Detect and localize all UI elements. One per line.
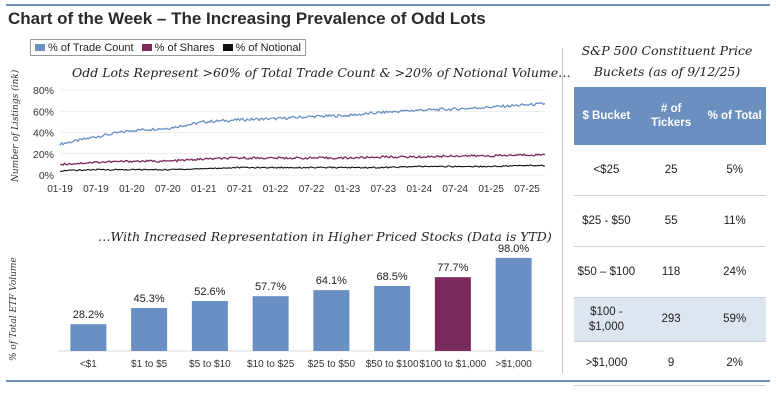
line-x-tick-5: 07-21 [227,184,253,195]
bar-value-label-1: 45.3% [134,293,165,305]
line-x-tick-0: 01-19 [47,184,73,195]
line-series-2 [60,164,545,172]
line-series-1 [60,153,546,166]
bar-value-label-4: 64.1% [316,275,347,287]
line-x-tick-7: 07-22 [299,184,325,195]
line-x-tick-2: 01-20 [119,184,145,195]
cell-tickers: 55 [638,195,704,247]
bar-value-label-3: 57.7% [255,281,286,293]
bar-0 [70,324,107,351]
bar-6 [434,277,471,351]
cell-tickers: 9 [638,341,704,386]
cell-bucket: >$1,000 [574,341,639,386]
table-row: $25 - $50 55 11% [574,195,766,247]
cell-pct: 5% [703,145,766,196]
top-rule [6,4,770,6]
line-x-tick-8: 01-23 [335,184,361,195]
bottom-rule [6,380,770,382]
header-bucket: $ Bucket [574,87,639,145]
line-x-tick-4: 01-21 [191,184,217,195]
table-row: $100 - $1,000 293 59% [574,297,766,342]
bar-4 [313,290,350,351]
bar-value-label-7: 98.0% [498,244,529,255]
bar-value-label-6: 77.7% [437,262,468,274]
chart-legend: % of Trade Count % of Shares % of Notion… [30,39,306,56]
bar-category-label-6: $100 to $1,000 [420,359,487,370]
bar-category-label-5: $50 to $100 [366,359,419,370]
line-x-tick-13: 07-25 [514,184,540,195]
table-header-row: $ Bucket # of Tickers % of Total [574,87,766,145]
section-divider [562,48,563,373]
table-body: <$25 25 5% $25 - $50 55 11% $50 – $100 118 24% $1… [574,145,766,386]
bar-category-label-7: >$1,000 [495,359,532,370]
cell-pct: 2% [703,341,766,386]
bar-category-label-2: $5 to $10 [189,359,231,370]
legend-label-notional: % of Notional [235,41,301,54]
table-row: $50 – $100 118 24% [574,246,766,298]
table-row: >$1,000 9 2% [574,341,766,386]
line-x-tick-10: 01-24 [406,184,432,195]
bar-3 [252,296,289,351]
table-row: <$25 25 5% [574,145,766,196]
line-chart: 0% 20% 40% 60% 80% 01-19 07-19 01-20 07-20 01-21 0… [33,85,546,195]
bar-category-label-1: $1 to $5 [131,359,168,370]
page-title: Chart of the Week – The Increasing Preva… [8,9,486,28]
bar-value-label-5: 68.5% [377,271,408,283]
legend-item-trade-count: % of Trade Count [35,42,134,54]
cell-tickers: 293 [638,297,704,342]
table-title: S&P 500 Constituent Price Buckets (as of… [581,43,753,79]
header-tickers: # of Tickers [638,87,704,145]
line-x-tick-12: 01-25 [478,184,504,195]
bar-7 [495,257,532,351]
bar-chart: 28.2% <$1 45.3% $1 to $5 52.6% $5 to $10 57.7%… [58,244,544,370]
legend-label-shares: % of Shares [154,41,215,54]
cell-bucket: $50 – $100 [574,246,639,298]
cell-pct: 24% [703,246,766,298]
line-x-tick-6: 01-22 [263,184,289,195]
bar-category-label-0: <$1 [80,359,97,370]
legend-item-shares: % of Shares [141,41,215,54]
bar-chart-subtitle: …With Increased Representation in Higher… [98,229,552,244]
cell-pct: 11% [703,195,766,247]
bar-5 [374,285,411,351]
header-pct: % of Total [703,87,766,145]
cell-bucket: $25 - $50 [574,195,639,247]
legend-label-trade-count: % of Trade Count [48,41,134,54]
bar-value-label-2: 52.6% [194,286,225,298]
legend-swatch-shares [141,44,152,51]
line-x-tick-3: 07-20 [155,184,181,195]
line-y-tick-4: 80% [33,85,54,97]
line-y-tick-0: 0% [39,170,54,182]
line-y-tick-1: 20% [33,149,54,161]
price-bucket-table: $ Bucket # of Tickers % of Total <$25 25 5… [574,87,766,386]
bar-1 [131,307,168,351]
line-x-tick-1: 07-19 [83,184,109,195]
line-series-0 [59,102,546,146]
line-chart-subtitle: Odd Lots Represent >60% of Total Trade C… [72,65,571,80]
cell-pct: 59% [703,297,766,342]
legend-item-notional: % of Notional [222,41,301,54]
line-y-tick-2: 40% [33,128,54,140]
line-x-tick-9: 07-23 [371,184,397,195]
cell-tickers: 118 [638,246,704,298]
bar-category-label-3: $10 to $25 [247,359,295,370]
bar-2 [191,301,228,351]
bar-value-label-0: 28.2% [73,309,104,321]
line-x-tick-11: 07-24 [442,184,468,195]
cell-bucket: $100 - $1,000 [574,297,639,342]
legend-swatch-trade-count [35,44,45,51]
bar-category-label-4: $25 to $50 [308,359,356,370]
line-y-tick-3: 60% [33,106,54,118]
legend-swatch-notional [222,44,233,51]
cell-bucket: <$25 [574,145,639,196]
cell-tickers: 25 [638,145,704,196]
